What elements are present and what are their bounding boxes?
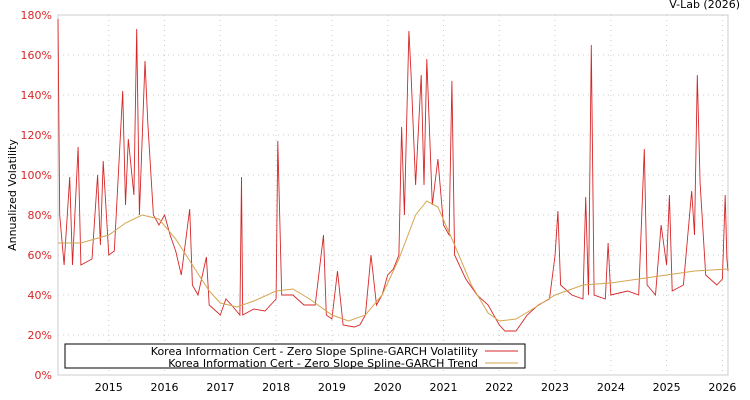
legend-label-volatility: Korea Information Cert - Zero Slope Spli…: [151, 345, 479, 358]
x-tick-label: 2023: [541, 381, 569, 394]
y-tick-label: 60%: [28, 249, 52, 262]
x-tick-label: 2020: [374, 381, 402, 394]
y-tick-label: 120%: [21, 129, 52, 142]
x-tick-label: 2019: [318, 381, 346, 394]
source-credit: V-Lab (2026): [669, 0, 740, 11]
x-tick-label: 2015: [95, 381, 123, 394]
legend-label-trend: Korea Information Cert - Zero Slope Spli…: [168, 357, 478, 370]
x-tick-label: 2017: [206, 381, 234, 394]
x-tick-label: 2025: [653, 381, 681, 394]
y-tick-label: 160%: [21, 49, 52, 62]
y-axis-label: Annualized Volatility: [6, 139, 19, 251]
x-tick-label: 2016: [151, 381, 179, 394]
volatility-line: [57, 18, 729, 332]
x-axis: 2015 2016 2017 2018 2019 2020 2021 2022 2023 2024…: [95, 381, 737, 394]
y-tick-label: 180%: [21, 9, 52, 22]
y-tick-label: 140%: [21, 89, 52, 102]
y-tick-label: 100%: [21, 169, 52, 182]
series-group: [57, 18, 729, 332]
x-tick-label: 2022: [485, 381, 513, 394]
x-tick-label: 2021: [429, 381, 457, 394]
y-axis: 0% 20% 40% 60% 80% 100% 120% 140% 160% 180%: [21, 9, 52, 382]
plot-frame: [57, 14, 729, 376]
y-tick-label: 40%: [28, 289, 52, 302]
x-tick-label: 2026: [708, 381, 736, 394]
y-tick-label: 80%: [28, 209, 52, 222]
grid: [58, 14, 728, 376]
y-tick-label: 20%: [28, 329, 52, 342]
x-tick-label: 2018: [262, 381, 290, 394]
legend: Korea Information Cert - Zero Slope Spli…: [64, 343, 526, 370]
trend-line: [58, 200, 729, 322]
x-tick-label: 2024: [597, 381, 625, 394]
y-tick-label: 0%: [35, 369, 52, 382]
